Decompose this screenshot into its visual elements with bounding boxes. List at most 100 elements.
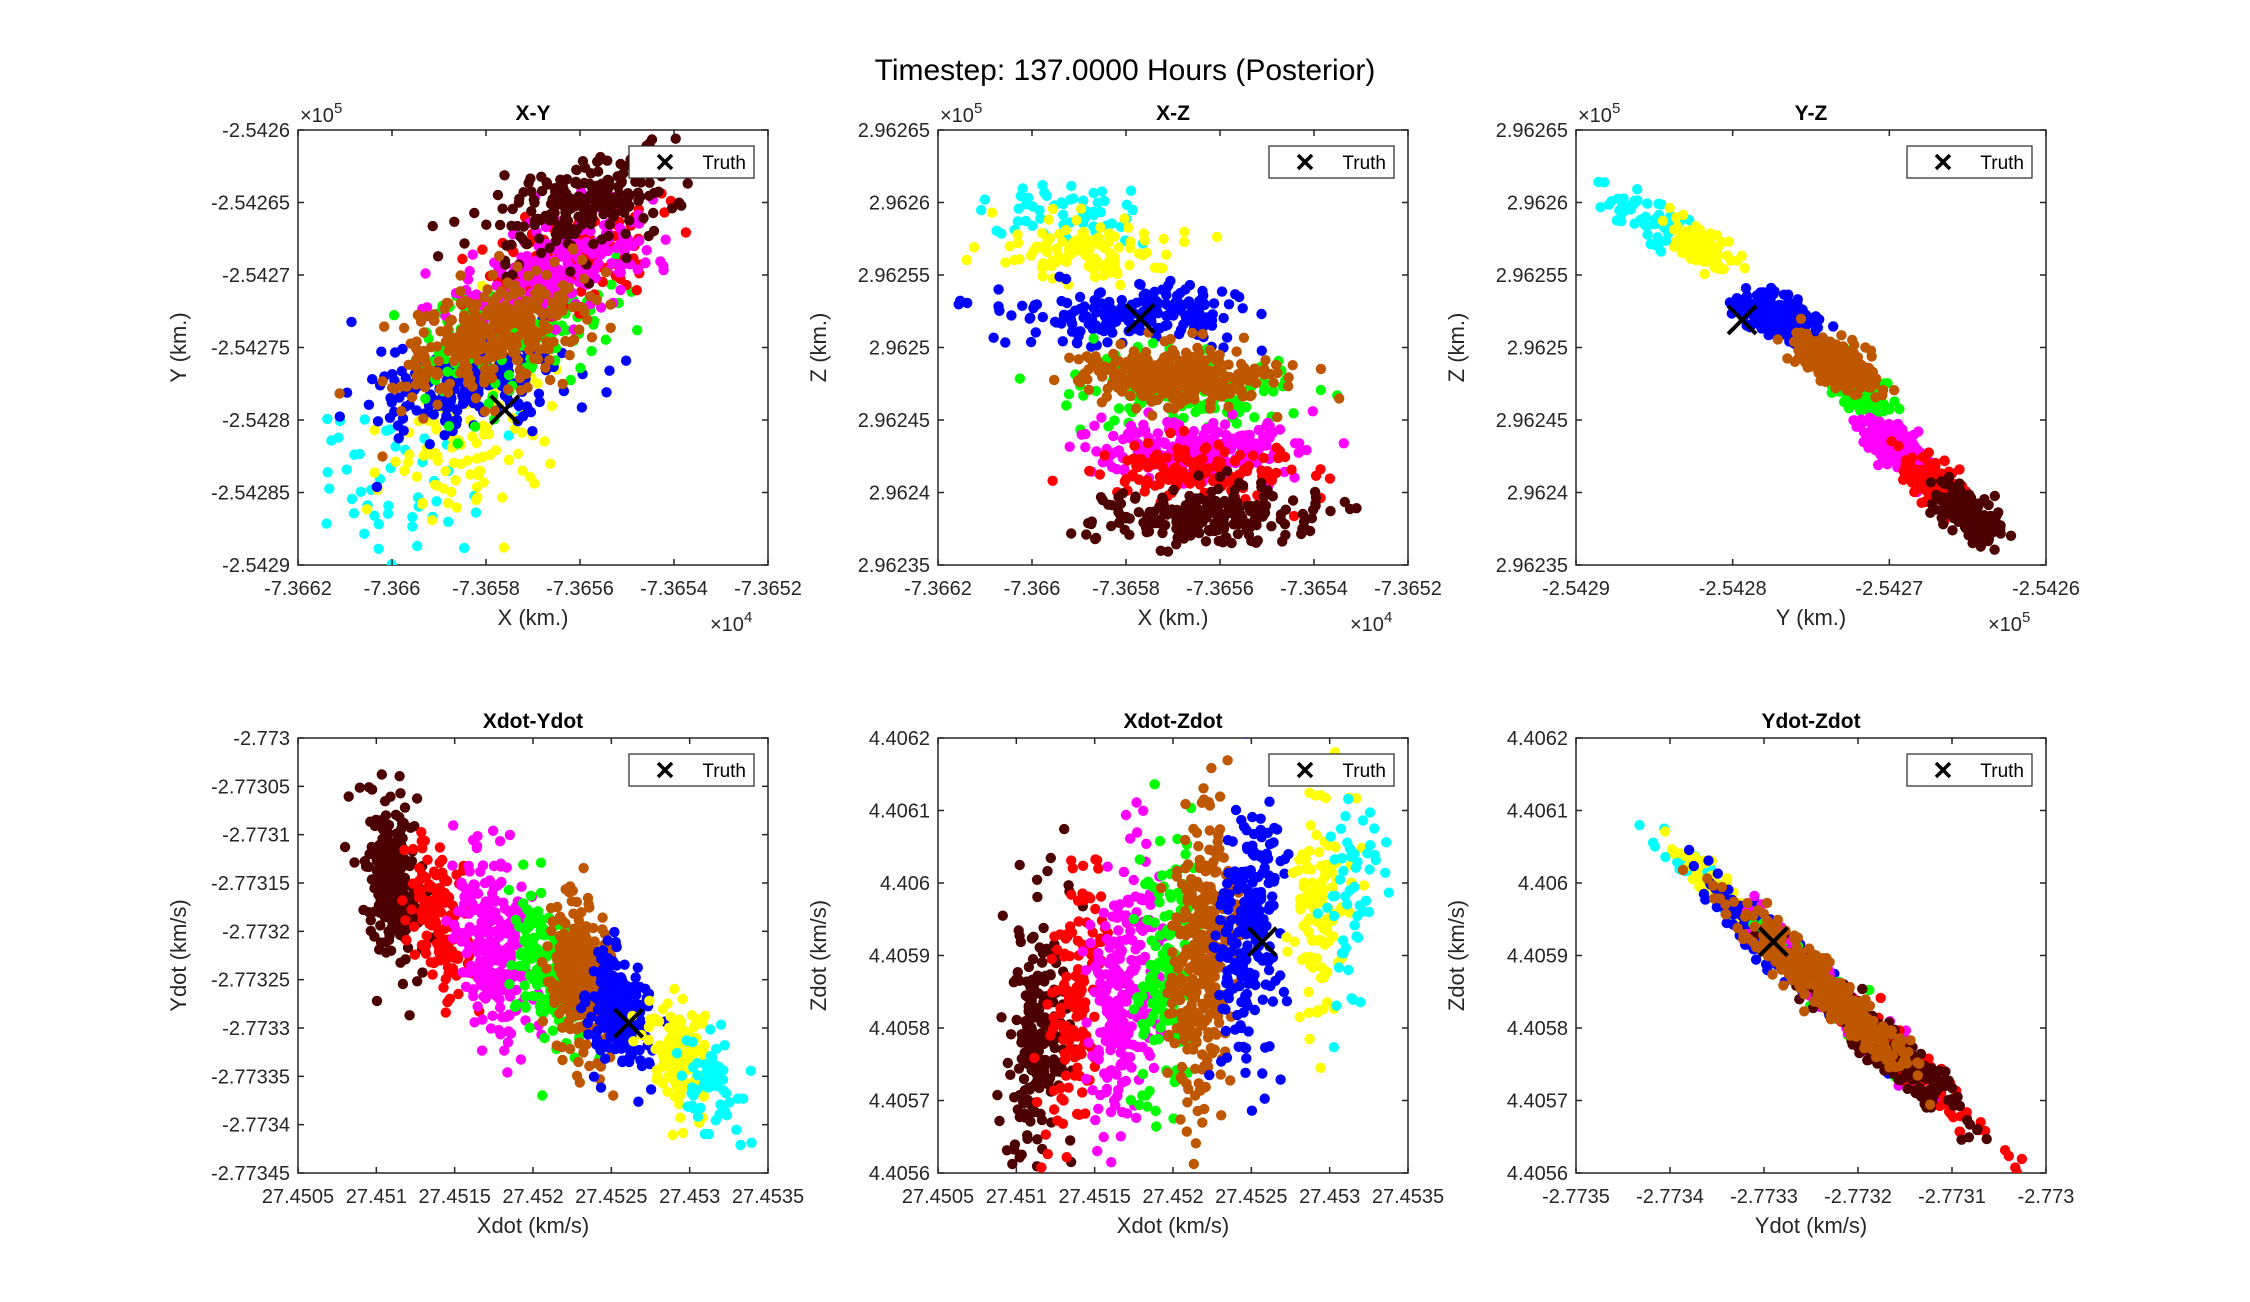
scatter-point: [465, 469, 476, 480]
scatter-point: [1289, 472, 1300, 483]
scatter-point: [359, 528, 370, 539]
scatter-point: [1865, 382, 1876, 393]
scatter-point: [1098, 325, 1110, 337]
scatter-point: [1216, 286, 1228, 297]
scatter-point: [1165, 427, 1176, 439]
scatter-point: [526, 206, 537, 217]
scatter-point: [1143, 381, 1155, 393]
scatter-point: [1218, 312, 1229, 324]
scatter-point: [365, 915, 376, 926]
scatter-point: [1131, 297, 1143, 308]
scatter-point: [1315, 384, 1327, 396]
scatter-point: [399, 802, 411, 813]
scatter-point: [1020, 199, 1032, 210]
scatter-point: [1867, 414, 1879, 426]
cluster-brown: [1772, 313, 1900, 403]
scatter-point: [682, 178, 693, 189]
scatter-point: [1075, 203, 1087, 214]
scatter-point: [1194, 479, 1206, 490]
scatter-point: [457, 253, 468, 265]
scatter-point: [1283, 381, 1294, 392]
scatter-point: [1694, 228, 1705, 239]
scatter-point: [510, 347, 521, 358]
cluster-cyan: [1593, 176, 1696, 257]
scatter-point: [1642, 198, 1653, 209]
scatter-point: [1162, 300, 1174, 311]
scatter-point: [1198, 290, 1209, 301]
subplot-x-y: -7.3662 -7.366 -7.3658 -7.3656 -7.3654 -7.365…: [166, 100, 802, 636]
scatter-point: [1870, 392, 1881, 403]
scatter-point: [448, 820, 459, 831]
scatter-point: [450, 953, 461, 964]
scatter-point: [1006, 310, 1017, 321]
scatter-point: [532, 378, 543, 389]
scatter-point: [1058, 198, 1069, 210]
scatter-point: [406, 392, 418, 403]
scatter-point: [400, 954, 411, 965]
scatter-point: [560, 249, 571, 260]
scatter-point: [615, 158, 626, 170]
scatter-point: [1088, 210, 1099, 221]
scatter-point: [624, 215, 635, 226]
scatter-point: [1142, 362, 1154, 373]
scatter-point: [1232, 369, 1244, 380]
scatter-point: [487, 269, 499, 281]
scatter-point: [479, 377, 490, 388]
scatter-point: [503, 369, 515, 381]
scatter-point: [632, 325, 643, 336]
scatter-point: [452, 438, 463, 449]
scatter-point: [1081, 351, 1093, 362]
scatter-point: [1088, 303, 1100, 314]
cluster-brown: [1049, 327, 1345, 423]
scatter-point: [464, 265, 475, 277]
scatter-point: [658, 265, 669, 276]
scatter-point: [411, 362, 422, 373]
scatter-point: [1106, 520, 1117, 532]
scatter-point: [384, 412, 396, 423]
scatter-point: [369, 510, 380, 521]
scatter-point: [412, 345, 423, 356]
scatter-point: [1123, 222, 1134, 233]
scatter-point: [617, 201, 628, 212]
scatter-point: [1113, 242, 1125, 253]
scatter-point: [1247, 450, 1259, 461]
x-tick-label: -7.3656: [546, 578, 614, 600]
x-tick-label: -7.3654: [1280, 578, 1348, 600]
scatter-point: [1258, 452, 1269, 464]
scatter-point: [1772, 334, 1784, 345]
scatter-point: [425, 881, 437, 892]
scatter-point: [501, 331, 512, 342]
scatter-point: [507, 203, 518, 215]
scatter-points: [321, 133, 721, 565]
scatter-point: [1250, 377, 1262, 389]
scatter-point: [400, 924, 412, 935]
scatter-point: [1236, 358, 1247, 370]
scatter-point: [1124, 513, 1135, 524]
scatter-point: [457, 398, 469, 409]
scatter-point: [1117, 488, 1129, 499]
scatter-point: [1975, 541, 1986, 552]
scatter-point: [514, 193, 525, 204]
scatter-point: [1154, 323, 1165, 334]
scatter-point: [1288, 510, 1300, 522]
scatter-point: [522, 404, 534, 415]
scatter-point: [1152, 428, 1164, 439]
scatter-point: [1739, 263, 1750, 274]
scatter-point: [1237, 303, 1248, 314]
y-tick-label: 2.96245: [1496, 410, 1568, 432]
scatter-point: [1906, 452, 1918, 463]
scatter-point: [494, 250, 505, 262]
scatter-point: [441, 328, 452, 339]
scatter-point: [1028, 302, 1039, 314]
scatter-point: [528, 194, 539, 205]
scatter-point: [437, 382, 448, 393]
scatter-point: [1047, 475, 1058, 486]
scatter-point: [373, 543, 384, 554]
scatter-point: [1297, 508, 1309, 520]
scatter-point: [537, 309, 548, 320]
scatter-point: [428, 409, 439, 420]
scatter-point: [397, 978, 409, 990]
scatter-point: [429, 447, 441, 459]
scatter-point: [506, 239, 517, 250]
